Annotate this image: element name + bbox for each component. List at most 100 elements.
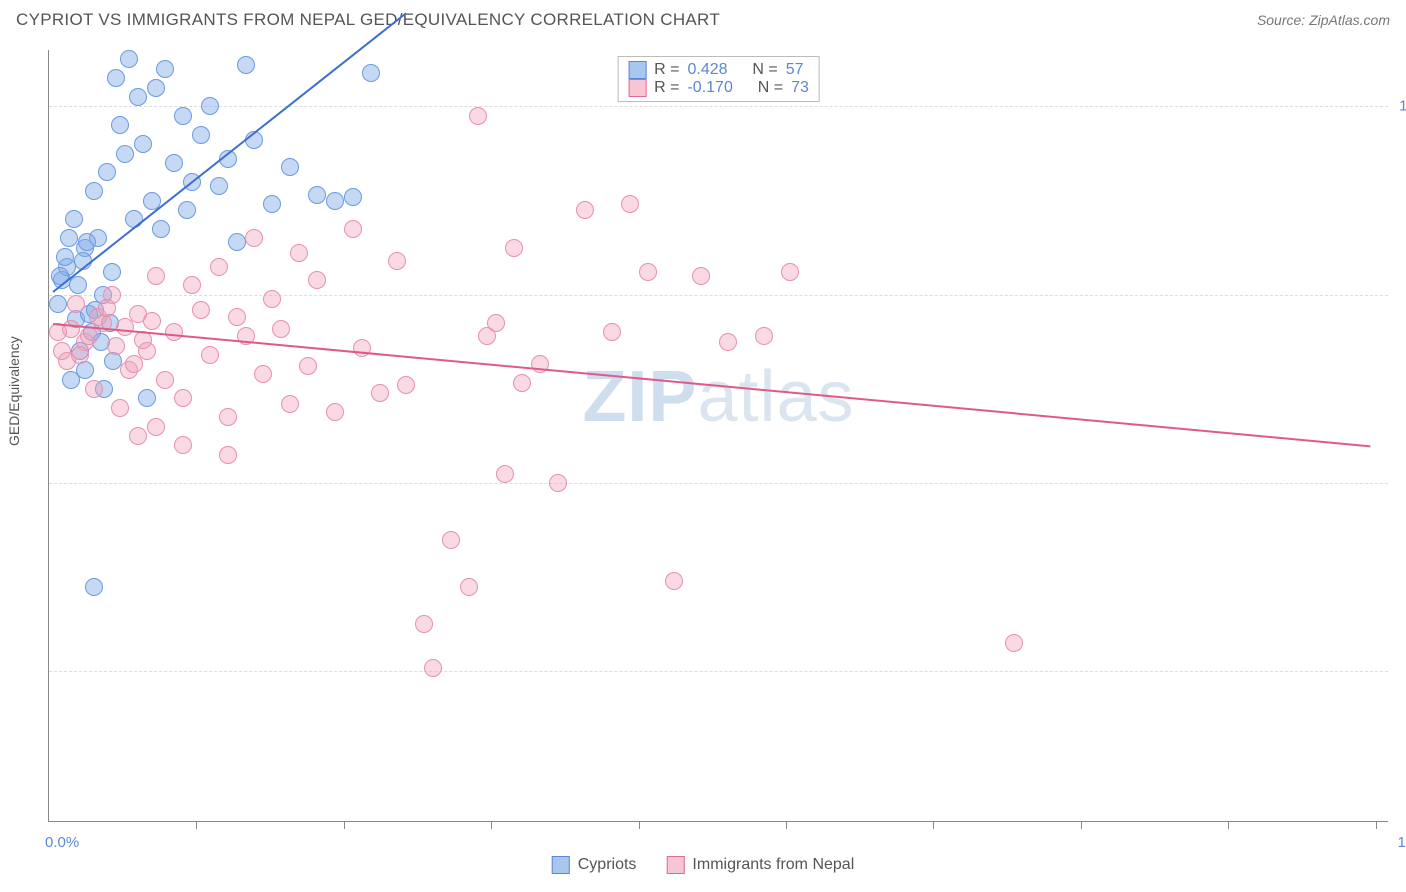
scatter-point: [692, 267, 710, 285]
scatter-point: [219, 408, 237, 426]
scatter-point: [442, 531, 460, 549]
scatter-point: [174, 389, 192, 407]
scatter-point: [228, 233, 246, 251]
scatter-point: [272, 320, 290, 338]
scatter-point: [308, 271, 326, 289]
scatter-point: [290, 244, 308, 262]
scatter-point: [138, 389, 156, 407]
scatter-point: [424, 659, 442, 677]
scatter-point: [65, 210, 83, 228]
x-tick: [196, 821, 197, 829]
gridline: [49, 106, 1388, 107]
scatter-point: [549, 474, 567, 492]
scatter-point: [103, 263, 121, 281]
scatter-point: [228, 308, 246, 326]
scatter-point: [53, 342, 71, 360]
scatter-point: [388, 252, 406, 270]
scatter-point: [67, 295, 85, 313]
scatter-point: [107, 69, 125, 87]
x-tick: [786, 821, 787, 829]
scatter-point: [85, 182, 103, 200]
scatter-point: [639, 263, 657, 281]
scatter-point: [143, 312, 161, 330]
scatter-point: [192, 126, 210, 144]
legend-swatch: [628, 61, 646, 79]
scatter-point: [263, 290, 281, 308]
scatter-point: [371, 384, 389, 402]
scatter-point: [755, 327, 773, 345]
scatter-point: [174, 107, 192, 125]
scatter-point: [576, 201, 594, 219]
scatter-point: [147, 79, 165, 97]
scatter-point: [107, 337, 125, 355]
scatter-point: [147, 267, 165, 285]
scatter-point: [80, 327, 98, 345]
x-tick: [491, 821, 492, 829]
x-tick: [1228, 821, 1229, 829]
scatter-point: [178, 201, 196, 219]
legend-swatch: [628, 79, 646, 97]
scatter-point: [156, 371, 174, 389]
gridline: [49, 483, 1388, 484]
gridline: [49, 671, 1388, 672]
scatter-point: [299, 357, 317, 375]
scatter-point: [60, 229, 78, 247]
scatter-point: [134, 135, 152, 153]
scatter-point: [505, 239, 523, 257]
x-tick: [344, 821, 345, 829]
y-tick-label: 100.0%: [1399, 98, 1406, 115]
scatter-point: [415, 615, 433, 633]
scatter-point: [344, 188, 362, 206]
scatter-point: [192, 301, 210, 319]
trend-line: [53, 13, 407, 293]
scatter-point: [460, 578, 478, 596]
scatter-point: [263, 195, 281, 213]
scatter-point: [201, 346, 219, 364]
scatter-point: [98, 163, 116, 181]
scatter-point: [719, 333, 737, 351]
x-tick: [639, 821, 640, 829]
series-legend: CypriotsImmigrants from Nepal: [552, 856, 855, 874]
scatter-point: [281, 158, 299, 176]
scatter-point: [165, 154, 183, 172]
scatter-point: [116, 318, 134, 336]
correlation-row: R = -0.170 N = 73: [628, 79, 809, 97]
scatter-point: [85, 578, 103, 596]
scatter-point: [111, 116, 129, 134]
scatter-point: [496, 465, 514, 483]
scatter-point: [469, 107, 487, 125]
scatter-point: [69, 276, 87, 294]
scatter-point: [120, 50, 138, 68]
scatter-point: [397, 376, 415, 394]
x-tick: [1376, 821, 1377, 829]
y-axis-label: GED/Equivalency: [6, 336, 22, 446]
scatter-point: [603, 323, 621, 341]
scatter-point: [56, 248, 74, 266]
scatter-point: [621, 195, 639, 213]
x-min-label: 0.0%: [45, 834, 79, 851]
scatter-point: [362, 64, 380, 82]
scatter-point: [1005, 634, 1023, 652]
scatter-point: [245, 229, 263, 247]
scatter-point: [201, 97, 219, 115]
legend-item: Immigrants from Nepal: [666, 856, 854, 874]
scatter-point: [326, 403, 344, 421]
scatter-point: [165, 323, 183, 341]
scatter-point: [210, 177, 228, 195]
scatter-point: [49, 295, 67, 313]
scatter-point: [254, 365, 272, 383]
scatter-point: [326, 192, 344, 210]
scatter-point: [129, 88, 147, 106]
watermark: ZIPatlas: [582, 356, 854, 438]
chart-title: CYPRIOT VS IMMIGRANTS FROM NEPAL GED/EQU…: [16, 10, 720, 30]
scatter-point: [513, 374, 531, 392]
scatter-point: [174, 436, 192, 454]
scatter-point: [116, 145, 134, 163]
scatter-plot-area: ZIPatlas R = 0.428 N = 57R = -0.170 N = …: [48, 50, 1388, 822]
scatter-point: [85, 380, 103, 398]
scatter-point: [237, 56, 255, 74]
scatter-point: [665, 572, 683, 590]
gridline: [49, 295, 1388, 296]
scatter-point: [129, 427, 147, 445]
source-attribution: Source: ZipAtlas.com: [1257, 12, 1390, 28]
